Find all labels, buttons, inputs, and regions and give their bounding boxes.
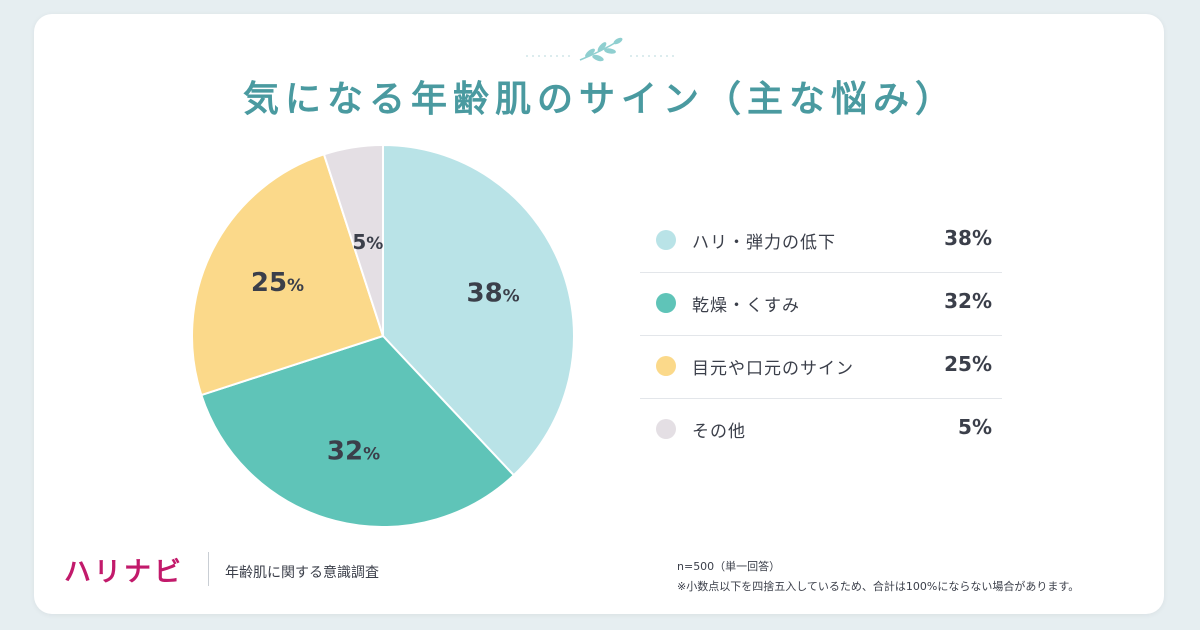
pie-slice-3 [322,143,384,337]
legend-swatch-1 [656,293,676,313]
pie-label-2: 25% [251,268,304,298]
rounding-note: ※小数点以下を四捨五入しているため、合計は100%にならない場合があります。 [677,580,1080,593]
legend-label-3: その他 [692,422,746,442]
sample-size-note: n=500（単一回答） [677,560,781,573]
legend-item-0: ハリ・弾力の低下 38% [640,210,1002,273]
legend-label-0: ハリ・弾力の低下 [692,233,836,253]
pie-label-0: 38% [466,278,519,308]
pie-label-3: 5% [352,230,383,254]
legend-value-2: 25% [944,352,992,376]
legend-swatch-0 [656,230,676,250]
pie-slice-1 [200,334,516,528]
pie-label-1: 32% [327,437,380,467]
brand-divider [208,552,209,586]
legend-label-2: 目元や口元のサイン [692,359,854,379]
pie-slice-0 [382,143,575,477]
legend-swatch-2 [656,356,676,376]
legend-item-2: 目元や口元のサイン 25% [640,336,1002,399]
legend-swatch-3 [656,419,676,439]
brand-logo: ハリナビ [64,557,184,588]
legend-value-1: 32% [944,289,992,313]
chart-legend: ハリ・弾力の低下 38% 乾燥・くすみ 32% 目元や口元のサイン 25% その他 5% [640,210,1002,461]
legend-value-0: 38% [944,226,992,250]
survey-name: 年齢肌に関する意識調査 [225,565,379,581]
legend-label-1: 乾燥・くすみ [692,296,800,316]
legend-item-3: その他 5% [640,399,1002,461]
legend-item-1: 乾燥・くすみ 32% [640,273,1002,336]
leaf-ornament-icon [526,37,674,62]
pie-chart: 38% 32% 25% 5% [191,143,575,528]
legend-value-3: 5% [958,415,992,439]
pie-slice-2 [191,153,385,397]
chart-title: 気になる年齢肌のサイン（主な悩み） [242,79,957,120]
